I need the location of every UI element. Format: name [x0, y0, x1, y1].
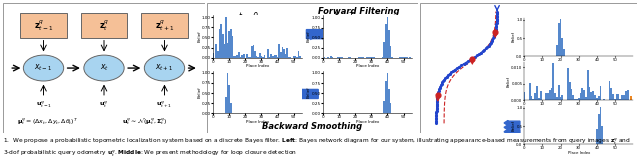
Circle shape: [24, 55, 64, 81]
Text: t = T: t = T: [335, 12, 353, 21]
FancyArrow shape: [295, 88, 318, 100]
FancyBboxPatch shape: [81, 13, 127, 38]
FancyArrow shape: [504, 121, 520, 125]
FancyArrow shape: [504, 125, 520, 130]
Text: $\mathbf{z}^q_{t+1}$: $\mathbf{z}^q_{t+1}$: [155, 18, 174, 33]
Text: $\mathbf{u}^q_{t+1}$: $\mathbf{u}^q_{t+1}$: [157, 99, 172, 110]
Text: 1.  We propose a probabilistic topometric localization system based on a discret: 1. We propose a probabilistic topometric…: [3, 137, 631, 159]
Text: $\mathbf{u}^q_t \sim \mathcal{N}(\mathbf{\mu}^q_t, \mathbf{\Sigma}^q_t)$: $\mathbf{u}^q_t \sim \mathcal{N}(\mathbf…: [122, 117, 167, 127]
Text: $\mathbf{z}^q_t$: $\mathbf{z}^q_t$: [99, 18, 109, 33]
FancyBboxPatch shape: [141, 13, 188, 38]
FancyBboxPatch shape: [20, 13, 67, 38]
Circle shape: [145, 55, 185, 81]
FancyArrow shape: [307, 28, 330, 40]
Text: $\mathbf{u}^q_t$: $\mathbf{u}^q_t$: [99, 99, 109, 110]
Text: $x_t$: $x_t$: [99, 63, 109, 73]
Text: $x_{t-1}$: $x_{t-1}$: [35, 63, 52, 73]
Text: $x_{t+1}$: $x_{t+1}$: [156, 63, 173, 73]
FancyArrow shape: [504, 129, 520, 134]
Circle shape: [84, 55, 124, 81]
Text: $\mathbf{z}^q_{t-1}$: $\mathbf{z}^q_{t-1}$: [34, 18, 53, 33]
Text: Forward Filtering: Forward Filtering: [318, 7, 399, 16]
Text: Backward Smoothing: Backward Smoothing: [262, 122, 362, 131]
Text: $\mathbf{u}^q_{t-1}$: $\mathbf{u}^q_{t-1}$: [36, 99, 51, 110]
Text: $\mathbf{\mu}^q_t = (\Delta x_t, \Delta y_t, \Delta\theta_t)^T$: $\mathbf{\mu}^q_t = (\Delta x_t, \Delta …: [17, 116, 78, 127]
Text: t = 0: t = 0: [239, 12, 259, 21]
